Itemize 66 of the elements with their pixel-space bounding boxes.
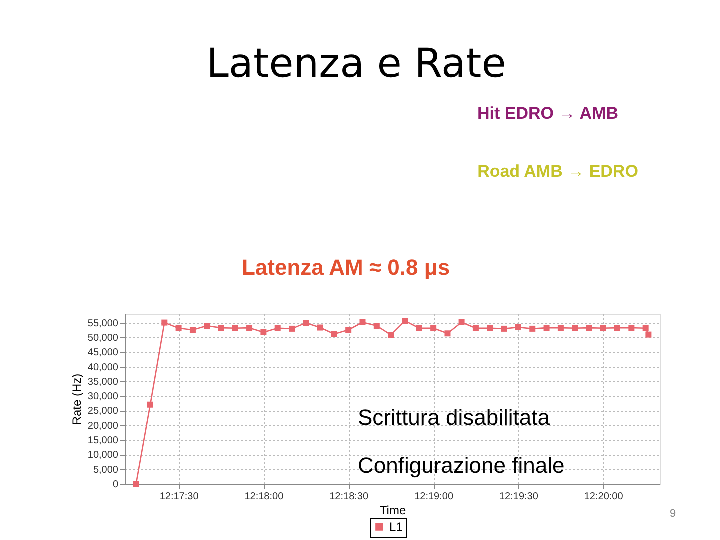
point [572, 325, 578, 332]
point [190, 327, 196, 334]
point [458, 320, 465, 326]
point [600, 325, 606, 332]
point [515, 324, 522, 330]
point [246, 325, 253, 332]
point [388, 332, 394, 338]
point [430, 325, 437, 332]
x-tick-label: 12:17:30 [160, 492, 200, 502]
legend-label: L1 [390, 520, 404, 534]
y-tick-label: 45,000 [88, 348, 119, 359]
point [360, 320, 366, 326]
x-axis-title: Time [380, 504, 406, 518]
annotation: Configurazione finale [358, 453, 565, 478]
text: Latenza AM ≈ 0.8 μs [242, 255, 450, 280]
y-axis-title: Rate (Hz) [70, 374, 84, 426]
y-tick-label: 5,000 [93, 464, 119, 476]
point [646, 332, 652, 338]
point [586, 325, 592, 332]
point [416, 325, 422, 332]
annotation: Scrittura disabilitata [358, 405, 551, 430]
point [162, 320, 168, 326]
point [331, 331, 338, 338]
text: Hit EDRO → AMB [477, 104, 619, 123]
point [303, 320, 310, 326]
point [147, 402, 154, 408]
point [176, 325, 182, 332]
point [628, 325, 635, 332]
point [260, 329, 267, 336]
y-tick-label: 10,000 [88, 450, 119, 462]
y-tick-label: 30,000 [88, 392, 119, 403]
point [444, 330, 451, 337]
point [346, 327, 352, 334]
point [317, 324, 324, 331]
point [544, 325, 550, 332]
point [274, 325, 281, 332]
point [487, 325, 494, 332]
y-tick-label: 15,000 [88, 436, 119, 447]
text: Road AMB → EDRO [478, 162, 638, 181]
y-tick-label: 20,000 [88, 420, 119, 432]
point [374, 323, 380, 330]
y-tick-label: 25,000 [88, 406, 119, 418]
point [204, 323, 210, 330]
point [614, 325, 621, 332]
point [472, 325, 479, 332]
point [402, 318, 408, 324]
y-tick-label: 0 [112, 480, 119, 490]
x-tick-label: 12:18:30 [330, 492, 369, 502]
point [558, 325, 564, 332]
point [642, 325, 649, 332]
point [133, 481, 140, 487]
chart-title: Latenza e Rate [206, 41, 506, 87]
y-tick-label: 35,000 [88, 376, 119, 388]
text: 9 [670, 508, 676, 520]
point [530, 326, 536, 332]
y-tick-label: 50,000 [88, 332, 119, 344]
x-tick-label: 12:19:00 [414, 492, 454, 502]
y-tick-label: 55,000 [88, 318, 119, 330]
point [218, 325, 224, 332]
x-tick-label: 12:20:00 [584, 492, 624, 502]
y-tick-label: 40,000 [88, 362, 119, 374]
point [232, 325, 238, 332]
point [501, 326, 508, 332]
x-tick-label: 12:19:30 [499, 492, 539, 502]
x-tick-label: 12:18:00 [244, 492, 284, 502]
point [289, 326, 296, 332]
